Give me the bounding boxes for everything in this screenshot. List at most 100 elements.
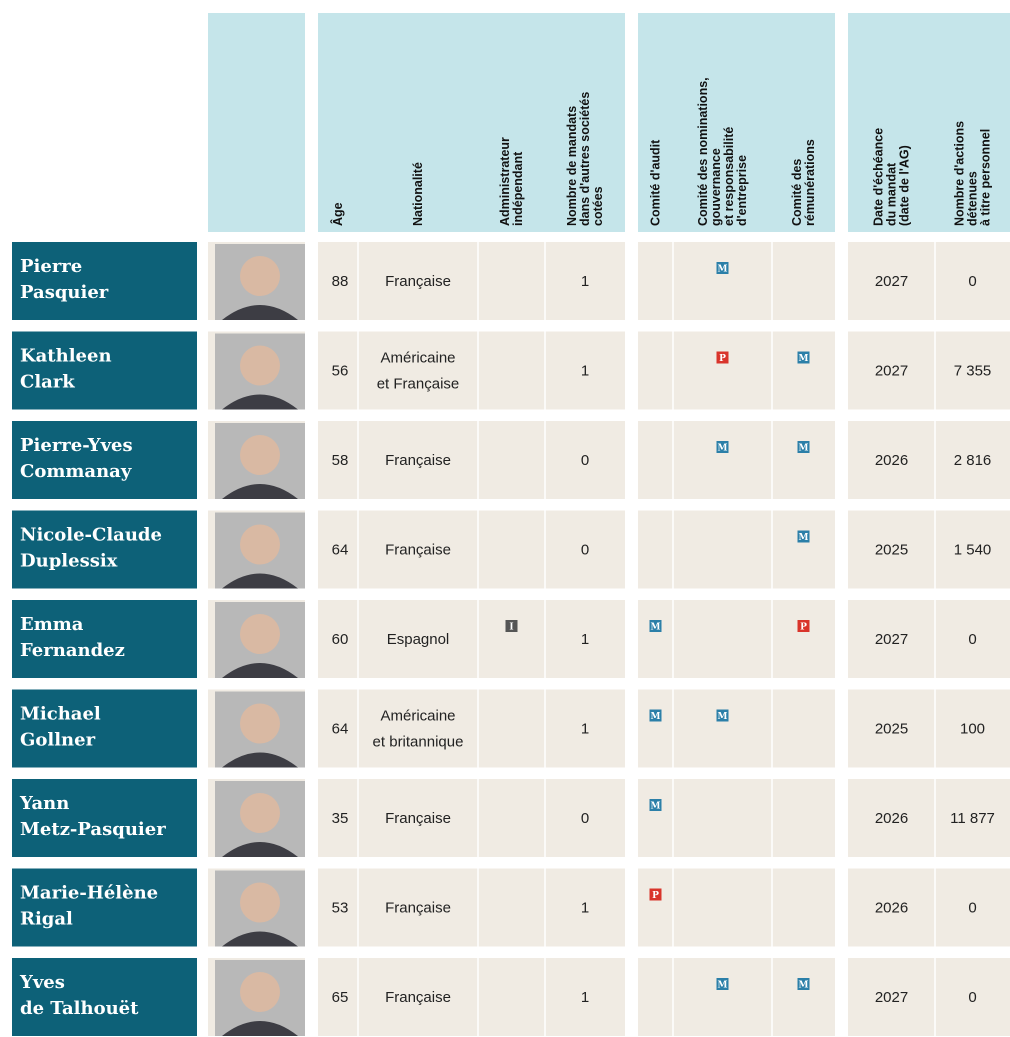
row-bg <box>638 242 835 320</box>
row-bg <box>638 510 835 589</box>
header-bg <box>208 13 305 232</box>
nationality: Américaine <box>380 350 455 367</box>
age-value: 56 <box>332 363 349 380</box>
badge-letter: I <box>509 623 513 633</box>
committee-badge <box>649 799 662 811</box>
committee-badge <box>716 262 729 274</box>
name-cell <box>12 689 197 768</box>
shares-value: 2 816 <box>954 452 992 469</box>
badge-letter: M <box>718 981 728 991</box>
column-header: cotées <box>591 186 605 226</box>
nationality: Française <box>385 900 451 917</box>
mandates-value: 0 <box>581 452 589 469</box>
age-value: 53 <box>332 900 349 917</box>
photo-body <box>222 394 298 410</box>
name-cell <box>12 868 197 947</box>
badge-letter: M <box>718 265 728 275</box>
column-header: Comité des <box>790 159 804 226</box>
row-bg <box>638 600 835 678</box>
age-value: 65 <box>332 989 349 1006</box>
row-bg <box>848 779 1010 857</box>
age-value: 58 <box>332 452 349 469</box>
column-header: dans d'autres sociétés <box>578 92 592 226</box>
badge-letter: M <box>651 802 661 812</box>
committee-badge <box>797 441 810 453</box>
shares-value: 100 <box>960 721 985 738</box>
row-bg <box>318 868 625 947</box>
row-bg <box>848 242 1010 320</box>
mandates-value: 0 <box>581 542 589 559</box>
mandates-value: 1 <box>581 721 589 738</box>
name-cell <box>12 958 197 1036</box>
term-value: 2025 <box>875 721 908 738</box>
column-header: Comité des nominations, <box>696 77 710 226</box>
badge-letter: P <box>652 891 659 901</box>
director-name: Yves <box>19 972 65 993</box>
nationality: Française <box>385 273 451 290</box>
committee-badge <box>649 709 662 722</box>
row-bg <box>638 331 835 410</box>
director-name: de Talhouët <box>20 998 139 1019</box>
column-header: Âge <box>330 202 345 226</box>
age-value: 88 <box>332 273 349 290</box>
nationality: et britannique <box>373 734 464 751</box>
column-header: Nombre d'actions <box>953 121 967 226</box>
shares-value: 7 355 <box>954 363 992 380</box>
column-header: Comité d'audit <box>649 139 663 226</box>
column-header: indépendant <box>511 151 525 226</box>
committee-badge <box>505 620 518 632</box>
column-header: détenues <box>966 171 980 226</box>
committee-badge <box>797 351 810 364</box>
nationality: Française <box>385 452 451 469</box>
director-name: Kathleen <box>20 346 112 367</box>
director-name: Emma <box>20 614 84 635</box>
row-bg <box>848 868 1010 947</box>
column-header: et responsabilité <box>722 127 736 226</box>
photo-body <box>222 484 298 499</box>
header-bg <box>638 13 835 232</box>
age-value: 64 <box>332 542 349 559</box>
photo-body <box>222 663 298 678</box>
column-header: Nationalité <box>411 162 425 226</box>
photo-head <box>240 614 280 654</box>
row-bg <box>848 600 1010 678</box>
director-name: Clark <box>20 372 75 393</box>
committee-badge <box>649 620 662 632</box>
row-bg <box>318 421 625 499</box>
committee-badge <box>797 620 810 632</box>
photo-head <box>240 703 280 744</box>
photo-head <box>240 256 280 296</box>
nationality: Espagnol <box>387 631 450 648</box>
term-value: 2027 <box>875 363 908 380</box>
photo-body <box>222 931 298 947</box>
term-value: 2026 <box>875 810 908 827</box>
badge-letter: M <box>799 533 809 543</box>
director-name: Commanay <box>20 461 132 482</box>
term-value: 2025 <box>875 542 908 559</box>
row-bg <box>318 779 625 857</box>
badge-letter: M <box>651 712 661 722</box>
row-bg <box>848 331 1010 410</box>
name-cell <box>12 779 197 857</box>
director-name: Fernandez <box>20 640 125 661</box>
badge-letter: M <box>718 444 728 454</box>
photo-body <box>222 752 298 768</box>
age-value: 64 <box>332 721 349 738</box>
term-value: 2026 <box>875 900 908 917</box>
row-bg <box>848 510 1010 589</box>
column-header: d'entreprise <box>735 155 749 226</box>
row-bg <box>318 600 625 678</box>
row-bg <box>318 958 625 1036</box>
nationality: Française <box>385 542 451 559</box>
row-bg <box>318 242 625 320</box>
committee-badge <box>716 709 729 722</box>
photo-body <box>222 573 298 589</box>
committee-badge <box>797 530 810 543</box>
committee-badge <box>797 978 810 990</box>
badge-letter: M <box>799 444 809 454</box>
column-header: Date d'échéance <box>872 128 886 226</box>
director-name: Rigal <box>20 909 73 930</box>
photo-head <box>240 793 280 833</box>
age-value: 60 <box>332 631 349 648</box>
